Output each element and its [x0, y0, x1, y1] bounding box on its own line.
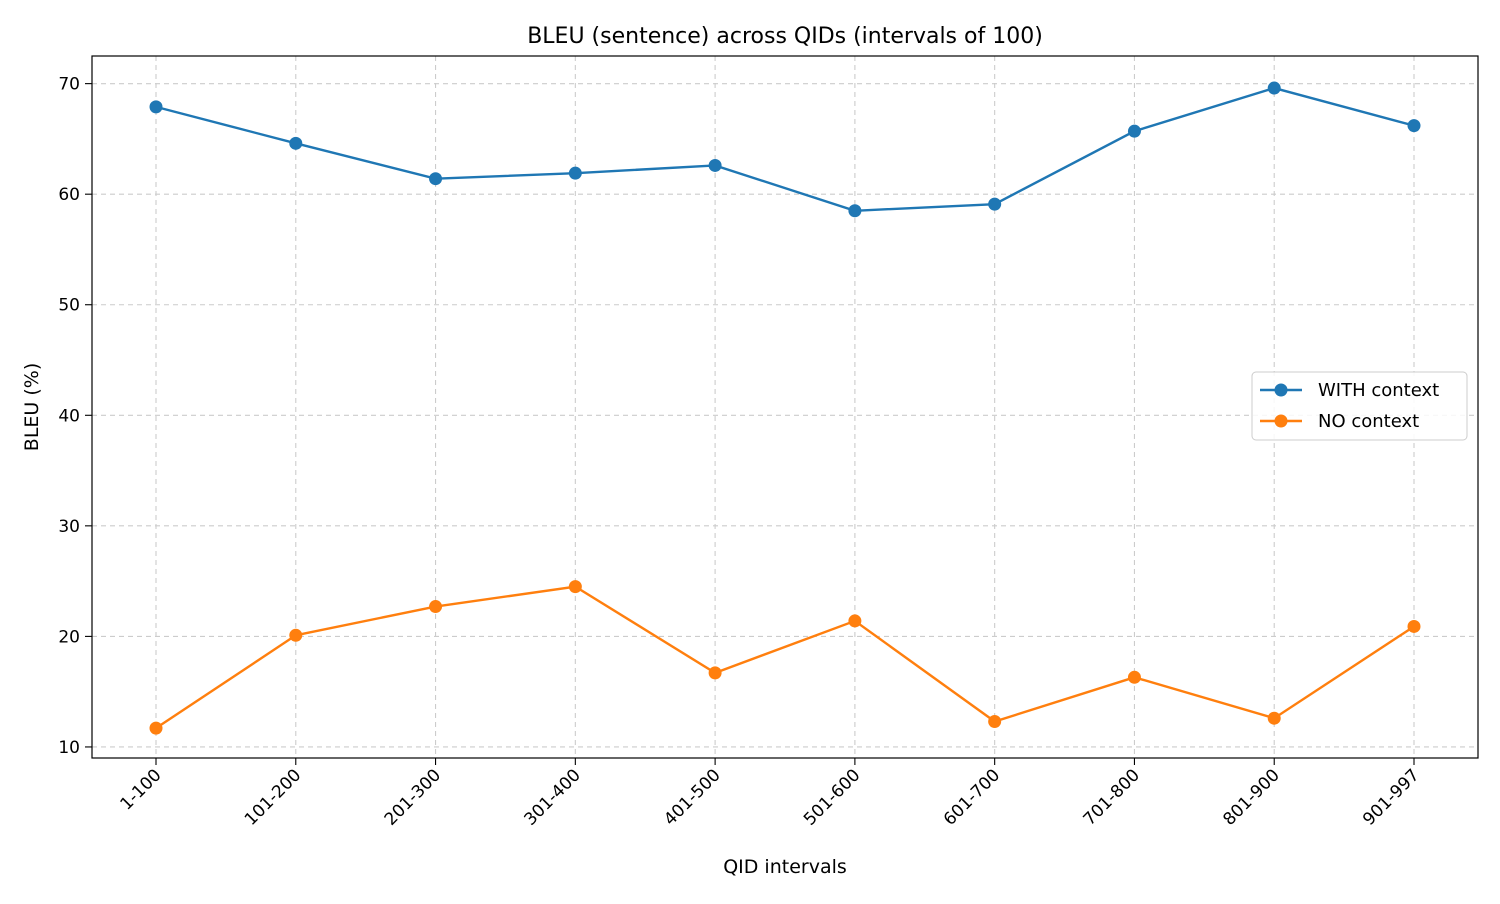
- y-tick-label: 20: [58, 627, 80, 647]
- legend-box: [1251, 371, 1468, 441]
- x-tick-label: 1-100: [116, 765, 165, 814]
- data-point: [289, 136, 303, 150]
- x-axis-label: QID intervals: [723, 856, 847, 878]
- data-point: [988, 197, 1002, 211]
- chart-title: BLEU (sentence) across QIDs (intervals o…: [527, 24, 1043, 49]
- data-point: [568, 580, 582, 594]
- y-axis-label: BLEU (%): [21, 363, 43, 451]
- data-point: [429, 172, 443, 186]
- grid-layer: [92, 56, 1478, 758]
- y-tick-label: 50: [58, 296, 80, 316]
- y-tick-label: 40: [58, 406, 80, 426]
- x-tick-label: 301-400: [521, 765, 585, 829]
- data-point: [848, 204, 862, 218]
- y-tick-label: 30: [58, 517, 80, 537]
- data-point: [988, 715, 1002, 729]
- data-point: [1267, 711, 1281, 725]
- legend-label: NO context: [1318, 411, 1419, 432]
- legend-swatch-marker: [1274, 414, 1288, 428]
- data-point: [1267, 81, 1281, 95]
- legend: WITH context NO context: [1251, 371, 1468, 441]
- x-tick-label: 101-200: [241, 765, 305, 829]
- data-point: [149, 100, 163, 114]
- series-1: [149, 81, 1421, 218]
- data-point: [848, 614, 862, 628]
- x-tick-label: 501-600: [800, 765, 864, 829]
- series-line: [155, 86, 1415, 212]
- series-line: [155, 585, 1415, 730]
- legend-label: WITH context: [1318, 380, 1439, 401]
- series-layer: [149, 81, 1421, 735]
- data-point: [708, 158, 722, 172]
- data-point: [1407, 619, 1421, 633]
- x-tick-label: 401-500: [660, 765, 724, 829]
- axis-layer: 1-100 101-200 201-300 301-400 401-500 501-600…: [58, 75, 1423, 830]
- data-point: [568, 166, 582, 180]
- data-point: [289, 628, 303, 642]
- x-tick-label: 201-300: [381, 765, 445, 829]
- x-tick-label: 901-997: [1359, 765, 1423, 829]
- x-tick-label: 801-900: [1219, 765, 1283, 829]
- y-tick-label: 10: [58, 738, 80, 758]
- data-point: [1407, 119, 1421, 133]
- x-tick-label: 601-700: [940, 765, 1004, 829]
- data-point: [1127, 124, 1141, 138]
- y-tick-label: 70: [58, 75, 80, 95]
- data-point: [708, 666, 722, 680]
- data-point: [149, 721, 163, 735]
- plot-frame: [91, 55, 1479, 759]
- data-point: [1127, 670, 1141, 684]
- y-tick-label: 60: [58, 185, 80, 205]
- data-point: [429, 600, 443, 614]
- x-tick-label: 701-800: [1080, 765, 1144, 829]
- series-2: [149, 580, 1421, 735]
- legend-swatch-marker: [1274, 383, 1288, 397]
